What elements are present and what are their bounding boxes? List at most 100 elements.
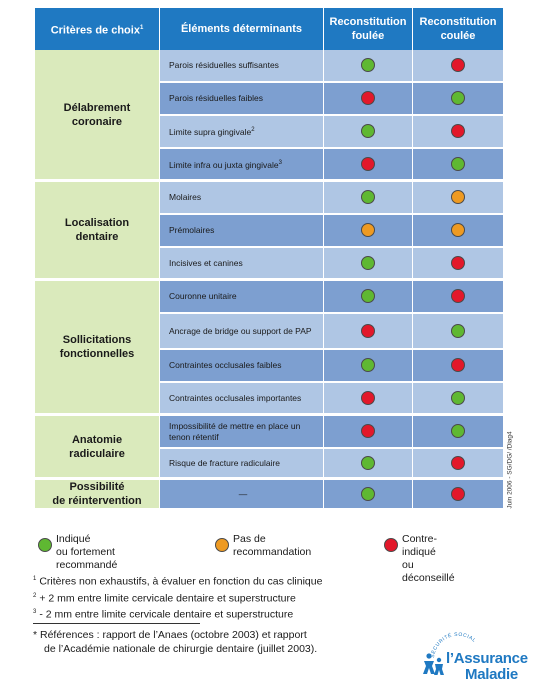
table-row: Contraintes occlusales faibles	[35, 350, 503, 383]
red-dot-icon	[361, 323, 375, 338]
value-cell-coulee	[413, 83, 503, 116]
criterion-label: dentaire	[75, 231, 119, 243]
logo-text-line-1: l’Assurance	[446, 650, 528, 667]
criterion-label: Sollicitations	[62, 334, 132, 346]
criterion-cell: Localisation dentaire	[35, 182, 160, 281]
element-label: —	[238, 488, 248, 499]
red-dot-icon	[361, 91, 375, 106]
green-dot-icon	[451, 424, 465, 439]
value-cell-coulee	[413, 182, 503, 215]
criterion-label: Délabrement	[63, 101, 131, 114]
value-cell-foulee	[324, 383, 413, 416]
red-dot-icon	[361, 390, 375, 405]
table-header-row: Critères de choix1 Éléments déterminants…	[35, 8, 503, 50]
value-cell-coulee	[413, 416, 503, 449]
table-row: Ancrage de bridge ou support de PAP	[35, 314, 503, 350]
element-cell: Couronne unitaire	[160, 281, 324, 314]
element-label: Limite supra gingivale	[169, 126, 252, 137]
element-label: tenon rétentif	[169, 431, 219, 442]
green-dot-icon	[451, 390, 465, 405]
table-row: Risque de fracture radiculaire	[35, 449, 503, 480]
red-dot-icon	[384, 538, 398, 552]
footnote-ref: 2	[251, 127, 255, 134]
value-cell-coulee	[413, 383, 503, 416]
footnote-1: 1 Critères non exhaustifs, à évaluer en f…	[33, 575, 323, 588]
logo-text-line-2: Maladie	[465, 666, 518, 683]
element-label: Contraintes occlusales importantes	[169, 392, 302, 403]
table-body: Délabrement coronaire Parois résiduelles s…	[35, 50, 503, 511]
value-cell-foulee	[324, 248, 413, 281]
orange-dot-icon	[451, 223, 465, 238]
orange-dot-icon	[451, 190, 465, 205]
value-cell-coulee	[413, 281, 503, 314]
table-row: Prémolaires	[35, 215, 503, 248]
criterion-label: fonctionnelles	[59, 348, 135, 360]
green-dot-icon	[361, 58, 375, 73]
green-dot-icon	[451, 323, 465, 338]
header-reconstitution-coulee: Reconstitution coulée	[413, 8, 503, 50]
references-line-2: de l’Académie nationale de chirurgie den…	[44, 643, 318, 655]
element-cell: Impossibilité de mettre en place un tenon…	[160, 416, 324, 449]
element-label: Impossibilité de mettre en place un	[169, 420, 301, 431]
table-row: Limite supra gingivale2	[35, 116, 503, 149]
value-cell-foulee	[324, 416, 413, 449]
element-cell: Parois résiduelles faibles	[160, 83, 324, 116]
recommendation-table: Critères de choix1 Éléments déterminants…	[35, 8, 503, 511]
green-dot-icon	[361, 455, 375, 470]
element-label: Limite infra ou juxta gingivale	[169, 159, 279, 170]
red-dot-icon	[451, 58, 465, 73]
value-cell-coulee	[413, 116, 503, 149]
element-label: Risque de fracture radiculaire	[169, 457, 281, 468]
red-dot-icon	[361, 424, 375, 439]
element-cell: Risque de fracture radiculaire	[160, 449, 324, 480]
value-cell-coulee	[413, 50, 503, 83]
element-cell: Contraintes occlusales importantes	[160, 383, 324, 416]
footnote-ref: 3	[278, 159, 282, 166]
element-cell: Contraintes occlusales faibles	[160, 350, 324, 383]
document-reference-note: Juin 2006 - SG/DG/ /Diag4	[506, 431, 514, 509]
value-cell-coulee	[413, 149, 503, 182]
criterion-cell: Délabrement coronaire	[35, 50, 160, 182]
references: * Références : rapport de l’Anaes (octob…	[33, 628, 373, 656]
table-row: Parois résiduelles faibles	[35, 83, 503, 116]
green-dot-icon	[361, 124, 375, 139]
table-row: Contraintes occlusales importantes	[35, 383, 503, 416]
green-dot-icon	[361, 190, 375, 205]
criterion-label: de réintervention	[52, 495, 142, 507]
green-dot-icon	[361, 358, 375, 373]
criterion-label: Possibilité	[69, 481, 125, 493]
value-cell-coulee	[413, 449, 503, 480]
value-cell-coulee	[413, 350, 503, 383]
value-cell-foulee	[324, 314, 413, 350]
criterion-label: radiculaire	[69, 447, 125, 460]
value-cell-foulee	[324, 215, 413, 248]
green-dot-icon	[451, 91, 465, 106]
element-label: Incisives et canines	[169, 257, 243, 268]
table-row: Délabrement coronaire Parois résiduelles s…	[35, 50, 503, 182]
red-dot-icon	[451, 358, 465, 373]
red-dot-icon	[451, 124, 465, 139]
assurance-maladie-logo: SÉCURITÉ SOCIALE l’Assurance Maladie	[412, 628, 543, 686]
criterion-cell: Possibilité de réintervention	[35, 480, 160, 511]
element-cell: Limite infra ou juxta gingivale3	[160, 149, 324, 182]
references-divider	[33, 623, 200, 624]
legend: Indiqué ou fortement recommandé Pas de re…	[38, 533, 518, 584]
element-cell: Limite supra gingivale2	[160, 116, 324, 149]
green-dot-icon	[38, 538, 52, 552]
logo-emblem-icon: SÉCURITÉ SOCIALE	[412, 628, 477, 675]
red-dot-icon	[451, 455, 465, 470]
criterion-cell: Sollicitations fonctionnelles	[35, 281, 160, 416]
element-label: Contraintes occlusales faibles	[169, 360, 282, 370]
value-cell-foulee	[324, 116, 413, 149]
element-label: Parois résiduelles suffisantes	[169, 60, 279, 70]
value-cell-foulee	[324, 281, 413, 314]
green-dot-icon	[361, 289, 375, 304]
value-cell-foulee	[324, 350, 413, 383]
element-cell: Molaires	[160, 182, 324, 215]
table-row: Anatomie radiculaire Impossibilité de mett…	[35, 416, 503, 480]
red-dot-icon	[451, 289, 465, 304]
element-cell: Ancrage de bridge ou support de PAP	[160, 314, 324, 350]
orange-dot-icon	[361, 223, 375, 238]
value-cell-coulee	[413, 248, 503, 281]
value-cell-foulee	[324, 449, 413, 480]
